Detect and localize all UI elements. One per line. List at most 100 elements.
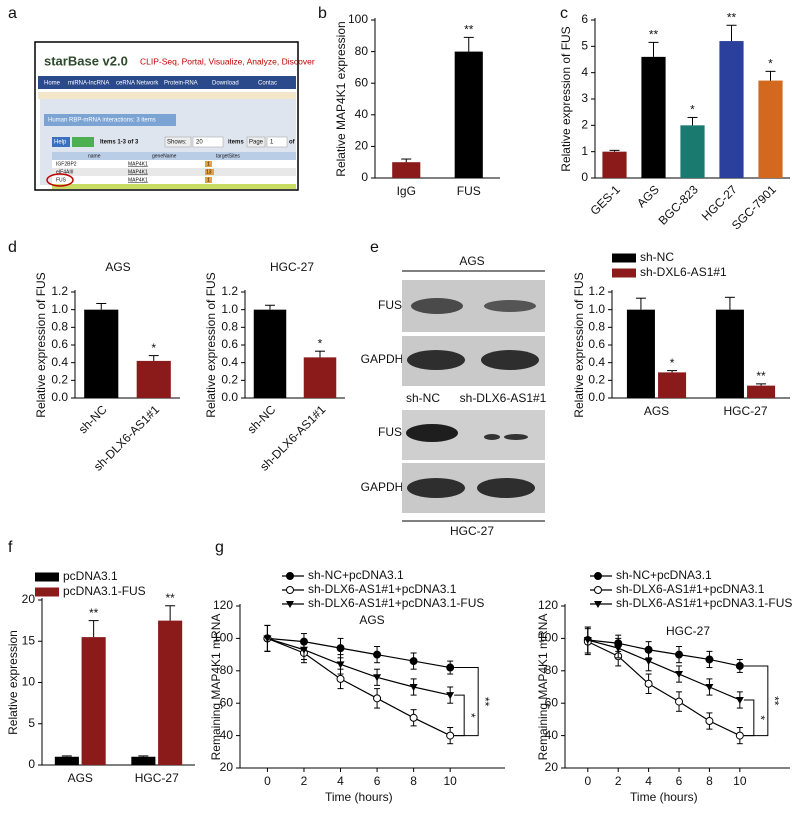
legend-label: pcDNA3.1-FUS [63,584,146,598]
panel-label: d [8,239,17,256]
band [484,300,536,312]
y-tick-label: 5 [581,39,588,53]
y-tick-label: 6 [581,12,588,26]
bar [454,51,483,178]
legend-marker [286,572,294,580]
legend-label: pcDNA3.1 [63,569,118,583]
menu-item[interactable]: ceRNA Network [116,81,159,87]
page-box[interactable] [246,136,266,148]
tab [44,114,176,126]
y-tick-label: 40 [220,728,234,742]
legend-label: sh-DLX6-AS1#1+pcDNA3.1-FUS [616,596,792,610]
y-tick-label: 5 [28,716,35,730]
screenshot: starBase v2.0 CLIP-Seq, Portal, Visualiz… [34,41,315,191]
y-tick-label: 60 [545,695,559,709]
x-tick-label: 6 [676,774,683,788]
legend-swatch [612,268,636,278]
table-cell[interactable]: MAP4K1 [128,169,148,175]
x-tick-label: AGS [634,182,662,210]
marker [675,650,684,659]
site-badge [205,161,212,167]
significance: * [318,336,323,350]
y-tick-label: 1.0 [51,302,68,316]
help-label[interactable]: Help [54,140,67,146]
menu-item[interactable]: miRNA-lncRNA [68,81,109,87]
menu-item[interactable]: Protein-RNA [164,81,198,87]
bracket [743,665,769,737]
marker [336,674,345,683]
series-line [267,637,451,737]
menu-item[interactable]: Download [212,81,239,87]
x-tick-label: 4 [337,774,344,788]
menu-item[interactable]: Contac [258,81,277,87]
y-axis-label: Relative expression of FUS [559,26,573,171]
table-cell[interactable]: MAP4K1 [128,177,148,183]
y-tick-label: 1.2 [588,284,605,298]
y-tick-label: 0.2 [51,373,68,387]
y-tick-label: 80 [355,44,369,58]
bar [253,309,287,398]
toolbar-text: Page [249,140,264,146]
highlight-circle [46,173,74,187]
table-footer [52,184,296,189]
marker [373,650,382,659]
legend-label: sh-DXL6-AS1#1 [640,265,727,279]
help-button[interactable] [52,137,70,147]
y-axis-label: Relative MAP4K1 expression [334,21,348,176]
y-tick-label: 80 [545,663,559,677]
site-badge [205,177,212,183]
bar [715,309,744,398]
y-tick-label: 15 [22,633,36,647]
row-label: GAPDH [361,480,404,494]
marker [675,671,684,679]
tagline: CLIP-Seq, Portal, Visualize, Analyze, Di… [140,56,315,66]
y-tick-label: 0.0 [221,390,238,404]
shows-input[interactable] [192,136,224,148]
y-tick-label: 0.8 [588,320,605,334]
toolbar-text: items [228,140,244,146]
table-cell[interactable]: MAP4K1 [128,161,148,167]
y-tick-label: 0 [28,757,35,771]
legend-label: sh-NC+pcDNA3.1 [616,568,712,582]
toolbar-text: Shows: [167,140,187,146]
table-cell: eIF4AIII [56,169,74,175]
page-input[interactable] [266,136,288,148]
x-tick-label: FUS [457,184,481,198]
y-tick-label: 0.8 [221,320,238,334]
y-tick-label: 1.2 [221,284,238,298]
marker [705,717,714,726]
shows-box[interactable] [164,136,192,148]
band [477,478,535,498]
menu-item[interactable]: Home [44,81,61,87]
y-tick-label: 0.0 [51,390,68,404]
y-tick-label: 2 [581,118,588,132]
band [481,350,539,370]
bar [81,637,106,765]
y-tick-label: 0.6 [588,337,605,351]
y-tick-label: 100 [213,631,233,645]
y-tick-label: 3 [581,91,588,105]
green-button[interactable] [72,137,94,147]
x-tick-label: 10 [733,774,747,788]
y-tick-label: 40 [545,728,559,742]
series-line [267,637,451,696]
x-axis-label: Time (hours) [325,790,393,804]
x-tick-label: AGS [644,404,669,418]
legend-marker [594,586,602,594]
marker [373,694,382,703]
legend-label: sh-DLX6-AS1#1+pcDNA3.1 [616,582,765,596]
panel-label: f [8,539,13,556]
menu-bar [38,76,296,89]
x-tick-label: AGS [68,771,93,785]
band [406,424,458,442]
y-tick-label: 0 [361,170,368,184]
table-cell: FUS [56,177,67,183]
y-axis-label: Relative expression [6,630,20,735]
y-tick-label: 0.2 [221,373,238,387]
band [504,434,528,440]
y-tick-label: 20 [545,760,559,774]
y-tick-label: 10 [22,675,36,689]
row-label: GAPDH [361,352,404,366]
bar [131,756,156,765]
